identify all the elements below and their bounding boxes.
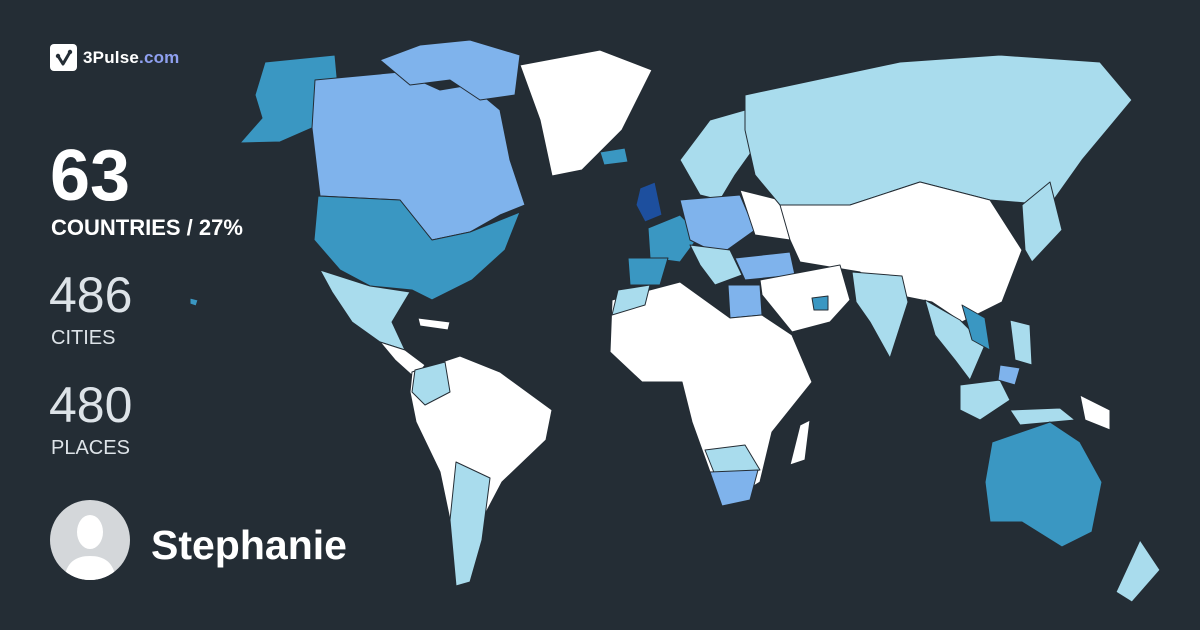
brand-name: 3Pulse.com <box>83 47 180 67</box>
region-southern-africa[interactable] <box>704 444 761 476</box>
region-uk[interactable] <box>635 181 663 223</box>
region-usa[interactable] <box>313 195 521 301</box>
avatar[interactable] <box>50 500 130 580</box>
region-russia[interactable] <box>744 54 1133 206</box>
check-pulse-icon <box>50 44 77 71</box>
region-scandinavia[interactable] <box>679 109 761 201</box>
brand-logo[interactable]: 3Pulse.com <box>50 44 180 71</box>
cities-count: 486 <box>49 267 133 323</box>
countries-label: COUNTRIES / 27% <box>51 215 243 240</box>
region-vietnam[interactable] <box>961 304 991 351</box>
region-india[interactable] <box>851 271 909 359</box>
region-madagascar[interactable] <box>789 419 811 466</box>
region-australia[interactable] <box>984 421 1103 548</box>
region-greenland[interactable] <box>519 49 653 177</box>
region-africa[interactable] <box>609 281 813 507</box>
region-iceland[interactable] <box>599 147 629 166</box>
region-europe-central[interactable] <box>679 194 756 256</box>
user-name: Stephanie <box>151 522 347 568</box>
region-southeast-asia[interactable] <box>924 299 986 381</box>
default-user-silhouette-icon <box>64 515 116 580</box>
region-japan[interactable] <box>1021 181 1063 263</box>
region-argentina-chile[interactable] <box>449 461 491 587</box>
places-label: PLACES <box>51 437 130 459</box>
region-uae[interactable] <box>811 295 829 311</box>
region-caribbean[interactable] <box>417 317 451 331</box>
region-italy-balkans[interactable] <box>689 244 743 286</box>
region-canada-arctic-islands[interactable] <box>379 39 521 101</box>
region-papua[interactable] <box>1079 394 1111 431</box>
region-malaysia[interactable] <box>997 364 1021 386</box>
countries-count: 63 <box>50 136 131 216</box>
region-philippines[interactable] <box>1009 319 1033 366</box>
region-indonesia[interactable] <box>959 379 1076 426</box>
region-south-africa[interactable] <box>709 469 759 507</box>
region-new-zealand[interactable] <box>1115 539 1161 603</box>
region-hawaii[interactable] <box>189 297 199 307</box>
region-egypt[interactable] <box>727 284 763 319</box>
cities-label: CITIES <box>51 327 116 349</box>
region-middle-east[interactable] <box>759 264 851 333</box>
region-colombia-ecuador[interactable] <box>411 361 451 406</box>
region-iberia[interactable] <box>627 257 669 286</box>
places-count: 480 <box>49 377 133 433</box>
region-morocco[interactable] <box>611 284 651 316</box>
